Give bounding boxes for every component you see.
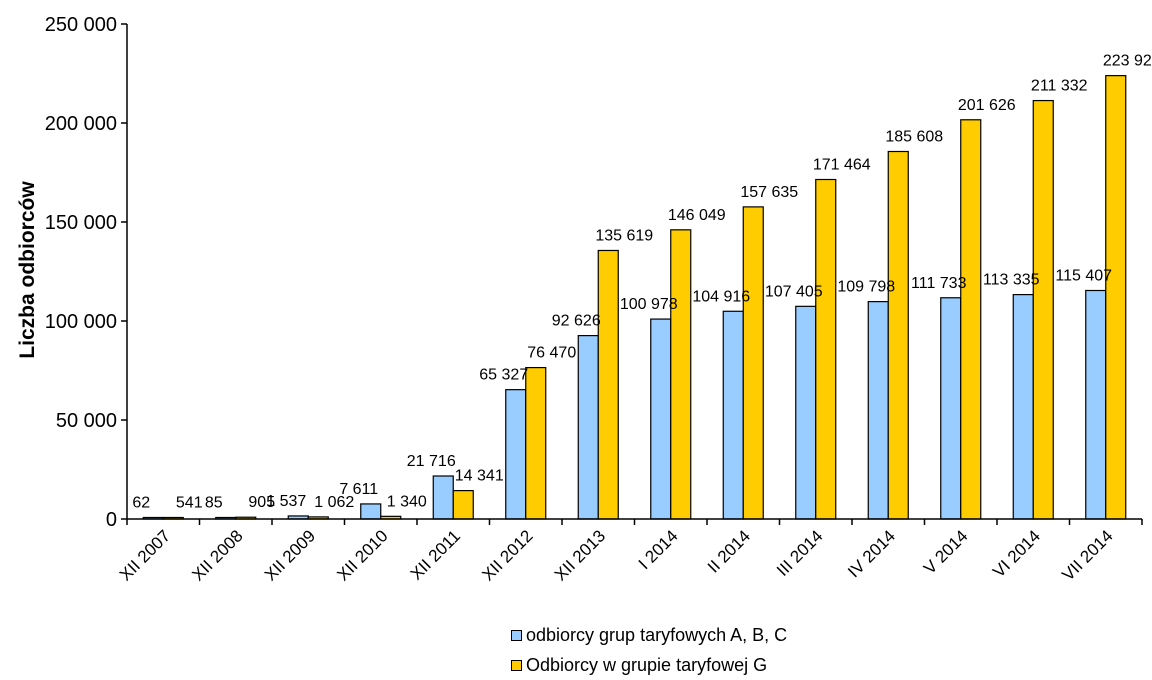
data-label-series-2: 76 470 [527,345,576,362]
data-label-series-2: 541 [176,495,203,512]
legend-label-series-1: odbiorcy grup taryfowych A, B, C [526,625,788,645]
y-tick-label: 50 000 [56,410,117,432]
x-tick-label: V 2014 [920,526,972,578]
data-label-series-2: 223 925 [1103,53,1152,70]
data-label-series-2: 1 062 [314,494,354,511]
data-label-series-1: 65 327 [479,367,528,384]
bar-series-1 [577,335,599,520]
data-label-series-1: 1 537 [266,493,306,510]
bar-series-2 [1105,75,1127,520]
bar-series-1 [940,297,962,520]
y-tick-label: 0 [106,509,117,531]
x-axis: XII 2007 XII 2008 XII 2009 XII 2010 XII 2011… [116,518,1143,585]
x-tick-label: XII 2008 [188,526,246,584]
bar-series-1 [1012,293,1034,520]
y-tick-label: 100 000 [45,311,117,333]
x-tick-label: XII 2007 [116,526,174,584]
data-label-series-2: 905 [248,494,275,511]
x-tick-label: II 2014 [704,526,754,576]
y-tick-label: 150 000 [45,212,117,234]
bar-series-1 [795,305,817,520]
data-label-series-2: 157 635 [740,184,798,201]
data-label-series-1: 100 978 [620,296,678,313]
bar-series-2 [887,150,909,520]
data-label-series-1: 113 335 [983,272,1040,289]
legend: odbiorcy grup taryfowych A, B, C Odbiorc… [511,620,787,680]
bar-series-2 [742,206,764,520]
bar-series-1 [722,310,744,520]
legend-swatch-series-1 [511,629,522,641]
bar-series-2 [1032,99,1054,520]
bar-series-1 [505,389,527,520]
y-axis: 0 50 000 100 000 150 000 200 000 250 000 [45,14,128,531]
bar-series-1 [867,300,889,520]
y-axis-label: Liczba odbiorców [16,181,39,359]
x-tick-label: I 2014 [635,526,682,573]
data-label-series-1: 109 798 [837,279,895,296]
bar-series-1 [360,503,382,520]
data-label-series-2: 211 332 [1031,78,1088,95]
data-label-series-2: 201 626 [958,97,1016,114]
data-label-series-1: 104 916 [692,288,750,305]
data-label-series-2: 185 608 [885,128,943,145]
x-tick-label: IV 2014 [844,526,899,581]
bar-series-2 [452,490,474,520]
data-label-series-1: 62 [132,495,150,512]
bar-series-1 [432,475,454,520]
bar-series-1 [650,318,672,520]
data-label-series-2: 146 049 [668,207,726,224]
bar-series-2 [960,119,982,520]
data-label-series-1: 92 626 [552,313,601,330]
x-tick-label: III 2014 [773,526,827,580]
x-tick-label: VII 2014 [1058,526,1116,584]
data-label-series-1: 111 733 [911,275,967,292]
bar-series-2 [525,366,547,520]
x-tick-label: XII 2011 [407,526,464,583]
data-label-series-1: 7 611 [339,481,378,498]
legend-item-series-1: odbiorcy grup taryfowych A, B, C [511,620,787,650]
data-label-series-1: 115 407 [1055,267,1112,284]
x-tick-label: XII 2012 [478,526,536,584]
y-tick-label: 250 000 [45,14,117,36]
y-tick-label: 200 000 [45,113,117,135]
data-label-series-2: 14 341 [455,468,504,485]
bar-series-1 [1085,289,1107,520]
bar-series-2 [815,178,837,520]
data-label-series-1: 85 [205,495,223,512]
data-label-series-1: 107 405 [765,283,823,300]
x-tick-label: XII 2009 [261,526,319,584]
data-label-series-2: 135 619 [595,227,653,244]
x-tick-label: XII 2010 [333,526,391,584]
bars [142,75,1127,520]
legend-swatch-series-2 [511,659,522,671]
data-label-series-2: 1 340 [387,493,427,510]
x-tick-label: XII 2013 [551,526,609,584]
legend-label-series-2: Odbiorcy w grupie taryfowej G [526,655,768,675]
data-label-series-1: 21 716 [407,453,456,470]
bar-series-2 [670,229,692,520]
legend-item-series-2: Odbiorcy w grupie taryfowej G [511,650,787,680]
x-tick-label: VI 2014 [989,526,1044,581]
data-label-series-2: 171 464 [813,157,871,174]
value-labels: 62 85 1 537 7 611 21 716 65 327 92 626 100 978 1… [132,53,1152,512]
bar-series-2 [597,249,619,520]
